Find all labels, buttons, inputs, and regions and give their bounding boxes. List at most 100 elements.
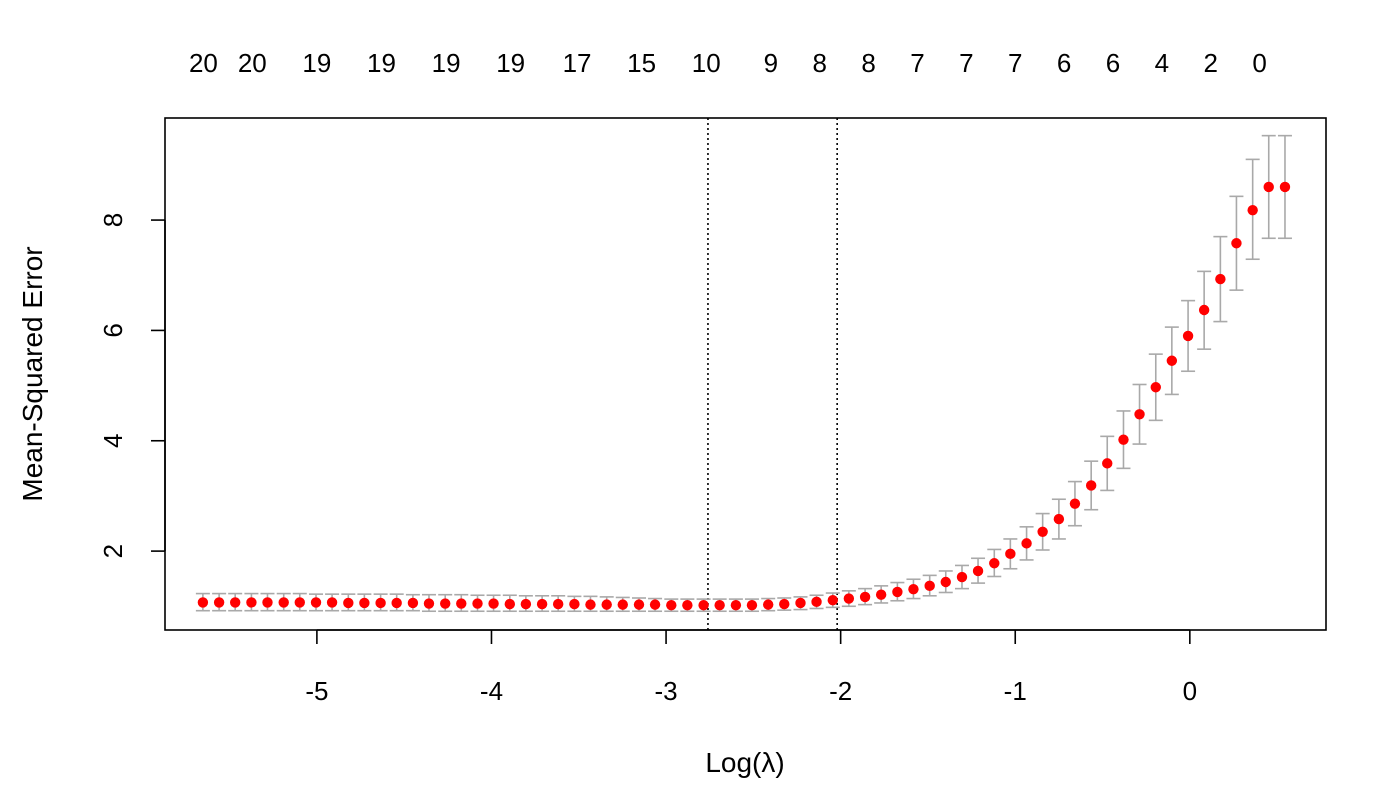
data-point: [1231, 238, 1242, 249]
data-point: [1118, 434, 1129, 445]
data-point: [488, 598, 499, 609]
data-point: [1263, 181, 1274, 193]
data-point: [795, 597, 806, 609]
data-point: [1085, 480, 1097, 491]
data-point: [1166, 355, 1178, 366]
data-point: [1134, 409, 1145, 420]
data-points: [197, 181, 1291, 611]
data-point: [730, 599, 742, 611]
top-axis-label: 19: [432, 48, 461, 78]
data-point: [698, 599, 709, 611]
y-tick-label: 8: [98, 213, 128, 227]
top-axis-label: 4: [1155, 48, 1169, 78]
data-point: [1215, 273, 1226, 285]
data-point: [536, 598, 548, 610]
data-point: [843, 593, 855, 604]
data-point: [1005, 548, 1016, 560]
data-point: [1279, 181, 1291, 193]
data-point: [1069, 498, 1081, 509]
top-axis-label: 8: [861, 48, 875, 78]
top-axis-label: 0: [1252, 48, 1266, 78]
data-point: [278, 597, 289, 608]
x-tick-label: 0: [1183, 676, 1197, 706]
data-point: [972, 565, 984, 577]
data-point: [1150, 382, 1161, 393]
top-axis-label: 6: [1106, 48, 1120, 78]
data-point: [569, 598, 580, 610]
data-point: [989, 558, 1000, 569]
data-point: [682, 599, 693, 611]
data-point: [197, 597, 209, 608]
x-tick-label: -4: [480, 676, 503, 706]
top-axis-labels: 20 20 19 19 19 19 17 15 10 9 8 8 7 7 7 6 6 4 2 0: [189, 48, 1267, 78]
data-point: [956, 571, 968, 583]
y-tick-label: 2: [98, 544, 128, 558]
data-point: [391, 597, 402, 609]
top-axis-label: 9: [764, 48, 778, 78]
top-axis-label: 19: [496, 48, 525, 78]
data-point: [779, 598, 790, 610]
data-point: [811, 596, 822, 608]
data-point: [343, 597, 354, 609]
top-axis-label: 20: [238, 48, 267, 78]
data-point: [326, 597, 338, 608]
data-point: [1182, 330, 1194, 342]
top-axis-label: 20: [189, 48, 218, 78]
data-point: [520, 598, 532, 610]
top-axis-label: 17: [563, 48, 592, 78]
top-axis-label: 6: [1057, 48, 1071, 78]
data-point: [649, 599, 661, 610]
data-point: [585, 599, 596, 610]
data-point: [213, 597, 225, 608]
data-point: [246, 597, 257, 608]
top-axis-label: 7: [910, 48, 924, 78]
top-axis-label: 2: [1204, 48, 1218, 78]
data-point: [746, 599, 758, 611]
y-tick-label: 6: [98, 323, 128, 337]
y-axis-title: Mean-Squared Error: [17, 246, 48, 501]
data-point: [617, 599, 628, 610]
data-point: [310, 597, 322, 608]
x-tick-label: -3: [655, 676, 678, 706]
x-tick-label: -5: [305, 676, 328, 706]
x-tick-label: -2: [829, 676, 852, 706]
data-point: [504, 598, 516, 610]
data-point: [924, 580, 935, 592]
x-axis: -5 -4 -3 -2 -1 0: [305, 629, 1197, 706]
data-point: [407, 597, 419, 609]
top-axis-label: 19: [367, 48, 396, 78]
y-tick-label: 4: [98, 434, 128, 448]
data-point: [601, 599, 612, 610]
data-point: [1037, 526, 1048, 537]
top-axis-label: 15: [627, 48, 656, 78]
data-point: [423, 598, 435, 609]
plot-frame: [164, 117, 1327, 631]
data-point: [940, 576, 951, 588]
data-point: [714, 599, 725, 611]
data-point: [875, 589, 887, 600]
data-point: [859, 591, 871, 603]
x-tick-label: -1: [1004, 676, 1027, 706]
data-point: [552, 598, 564, 610]
data-point: [762, 599, 774, 610]
data-point: [1247, 204, 1258, 216]
data-point: [1198, 304, 1210, 316]
data-point: [892, 586, 903, 598]
top-axis-label: 19: [302, 48, 331, 78]
data-point: [359, 597, 370, 609]
data-point: [827, 595, 838, 606]
data-point: [262, 597, 273, 608]
x-axis-title: Log(λ): [705, 747, 784, 778]
top-axis-label: 7: [959, 48, 973, 78]
reference-lines: [707, 118, 838, 630]
data-point: [294, 597, 305, 608]
y-axis: 2 4 6 8: [98, 213, 166, 558]
data-point: [1053, 513, 1065, 525]
data-point: [440, 598, 451, 609]
data-point: [375, 597, 386, 609]
data-point: [456, 598, 467, 609]
top-axis-label: 7: [1008, 48, 1022, 78]
data-point: [1021, 538, 1032, 549]
data-point: [908, 583, 919, 595]
